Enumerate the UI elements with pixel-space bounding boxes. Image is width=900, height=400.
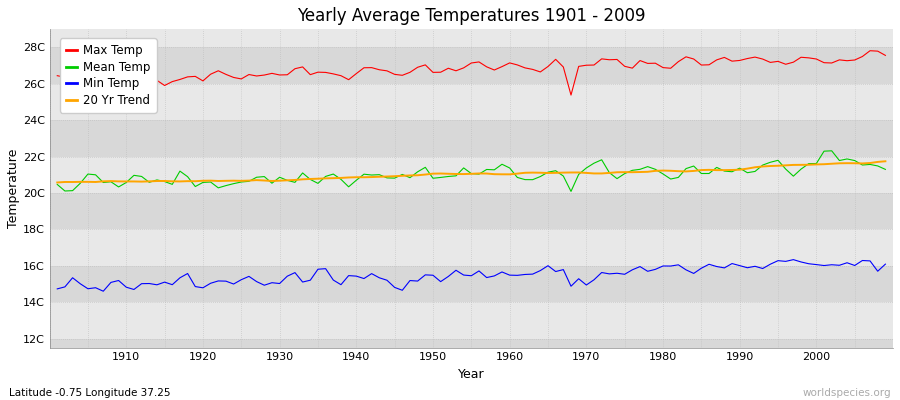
Bar [50, 229, 893, 266]
Bar [50, 48, 893, 84]
Bar [50, 338, 893, 348]
Bar [50, 84, 893, 120]
Y-axis label: Temperature: Temperature [7, 149, 20, 228]
Bar [50, 120, 893, 157]
Legend: Max Temp, Mean Temp, Min Temp, 20 Yr Trend: Max Temp, Mean Temp, Min Temp, 20 Yr Tre… [59, 38, 157, 113]
Bar [50, 302, 893, 338]
X-axis label: Year: Year [458, 368, 484, 381]
Bar [50, 266, 893, 302]
Bar [50, 157, 893, 193]
Title: Yearly Average Temperatures 1901 - 2009: Yearly Average Temperatures 1901 - 2009 [297, 7, 645, 25]
Text: Latitude -0.75 Longitude 37.25: Latitude -0.75 Longitude 37.25 [9, 388, 170, 398]
Bar [50, 193, 893, 229]
Text: worldspecies.org: worldspecies.org [803, 388, 891, 398]
Bar [50, 29, 893, 48]
